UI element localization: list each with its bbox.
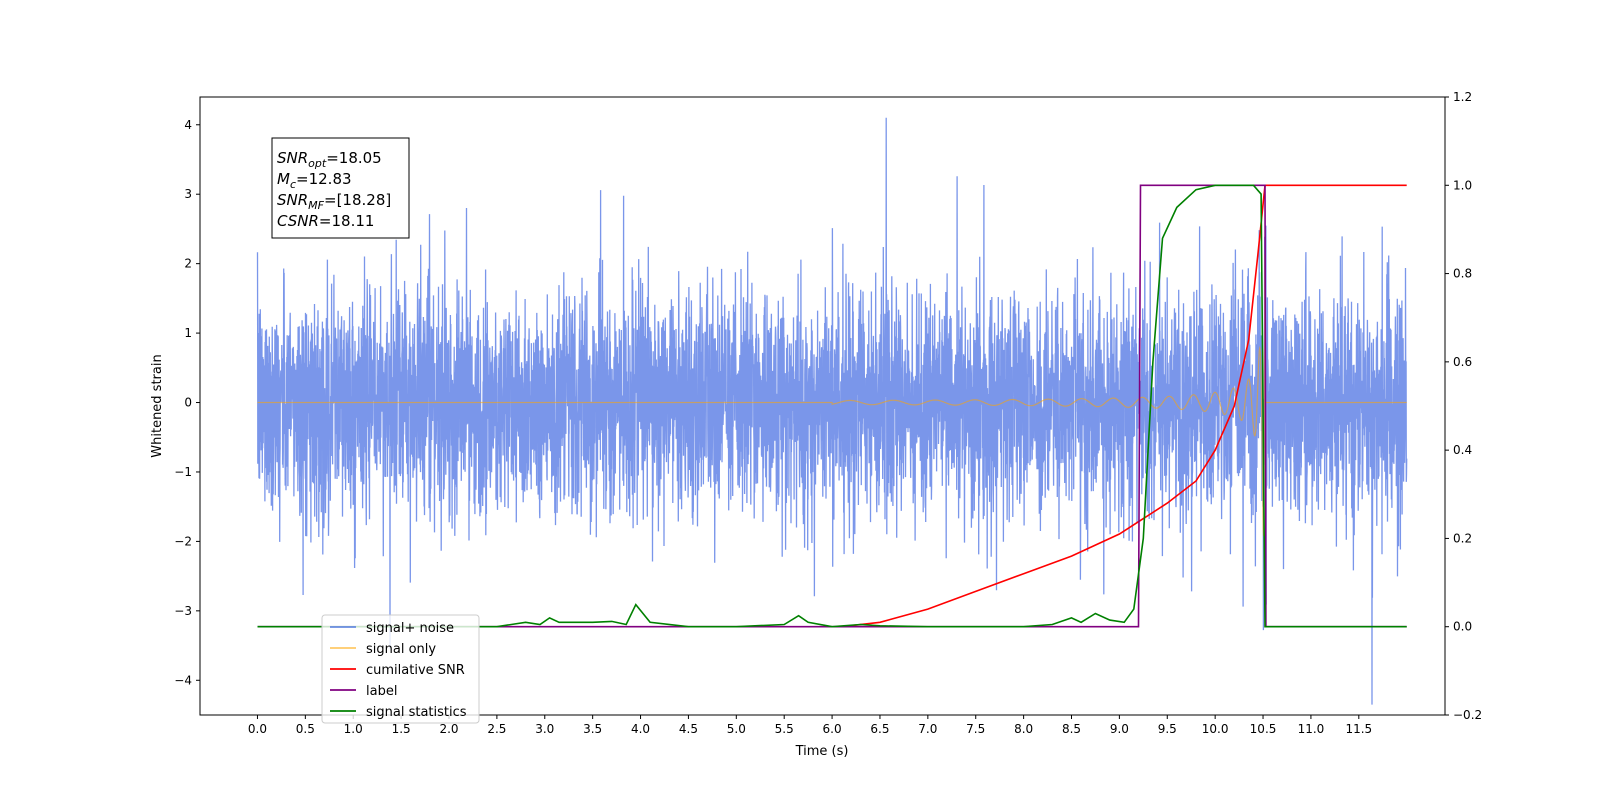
x-tick-label: 4.0 <box>631 722 650 736</box>
y-tick-label: 4 <box>184 118 192 132</box>
x-tick-label: 7.0 <box>918 722 937 736</box>
y-tick-label: −3 <box>174 604 192 618</box>
y2-tick-label: 0.8 <box>1453 267 1472 281</box>
y-tick-label: −4 <box>174 673 192 687</box>
y-axis-right: −0.2 0.0 0.2 0.4 0.6 0.8 1.0 1.2 <box>1445 90 1482 722</box>
legend-entry-label: signal only <box>366 642 436 657</box>
info-box-line: CSNR=18.11 <box>277 212 374 230</box>
x-tick-label: 2.5 <box>487 722 506 736</box>
info-box-frame <box>271 137 410 239</box>
x-tick-label: 1.5 <box>392 722 411 736</box>
x-tick-label: 8.5 <box>1062 722 1081 736</box>
x-axis: 0.0 0.5 1.0 1.5 2.0 2.5 3.0 3.5 4.0 4.5 5.0 5.5 6.0 6… <box>248 715 1372 736</box>
legend-entry-label: label <box>366 684 397 699</box>
legend-frame <box>321 614 480 724</box>
x-tick-label: 11.5 <box>1345 722 1372 736</box>
x-tick-label: 8.0 <box>1014 722 1033 736</box>
y-tick-label: 3 <box>184 187 192 201</box>
info-box-line: SNRMF=[18.28] <box>277 191 391 212</box>
x-tick-label: 5.0 <box>727 722 746 736</box>
x-tick-label: 6.5 <box>870 722 889 736</box>
legend-entry-label: signal+ noise <box>366 621 454 636</box>
y-tick-label: −2 <box>174 534 192 548</box>
info-box: SNRopt=18.05Mc=12.83SNRMF=[18.28]CSNR=18… <box>271 137 410 239</box>
series-signal-statistics-line <box>257 184 1407 628</box>
x-axis-label: Time (s) <box>795 744 849 759</box>
series-signal-plus-noise-line <box>256 117 1408 705</box>
x-tick-label: 10.0 <box>1202 722 1229 736</box>
y-axis-left: −4 −3 −2 −1 0 1 2 3 4 <box>174 118 200 687</box>
info-box-line: Mc=12.83 <box>277 170 352 191</box>
y2-tick-label: 0.6 <box>1453 355 1472 369</box>
y-axis-label: Whitened strain <box>150 354 165 457</box>
x-tick-label: 10.5 <box>1250 722 1277 736</box>
plot-frame <box>199 96 1446 716</box>
x-tick-label: 6.0 <box>823 722 842 736</box>
plot-area <box>256 117 1408 705</box>
y2-tick-label: 0.4 <box>1453 443 1472 457</box>
legend: signal+ noise signal only cumilative SNR la… <box>321 614 480 724</box>
x-tick-label: 1.0 <box>344 722 363 736</box>
legend-entry-label: cumilative SNR <box>366 663 465 678</box>
x-tick-label: 4.5 <box>679 722 698 736</box>
x-tick-label: 5.5 <box>775 722 794 736</box>
y2-tick-label: 1.0 <box>1453 178 1472 192</box>
y-tick-label: −1 <box>174 465 192 479</box>
x-tick-label: 9.5 <box>1158 722 1177 736</box>
y2-tick-label: 0.0 <box>1453 620 1472 634</box>
x-tick-label: 7.5 <box>966 722 985 736</box>
x-tick-label: 2.0 <box>439 722 458 736</box>
legend-entry-label: signal statistics <box>366 705 467 720</box>
x-tick-label: 3.5 <box>583 722 602 736</box>
series-signal-only-line <box>257 253 1407 537</box>
x-tick-label: 3.0 <box>535 722 554 736</box>
info-box-line: SNRopt=18.05 <box>277 149 382 170</box>
y2-tick-label: −0.2 <box>1453 708 1482 722</box>
y-tick-label: 2 <box>184 257 192 271</box>
series-cumilative-snr-line <box>841 184 1407 628</box>
x-tick-label: 0.0 <box>248 722 267 736</box>
y-tick-label: 1 <box>184 326 192 340</box>
x-tick-label: 9.0 <box>1110 722 1129 736</box>
x-tick-label: 11.0 <box>1298 722 1325 736</box>
y2-tick-label: 0.2 <box>1453 531 1472 545</box>
y2-tick-label: 1.2 <box>1453 90 1472 104</box>
y-tick-label: 0 <box>184 396 192 410</box>
x-tick-label: 0.5 <box>296 722 315 736</box>
